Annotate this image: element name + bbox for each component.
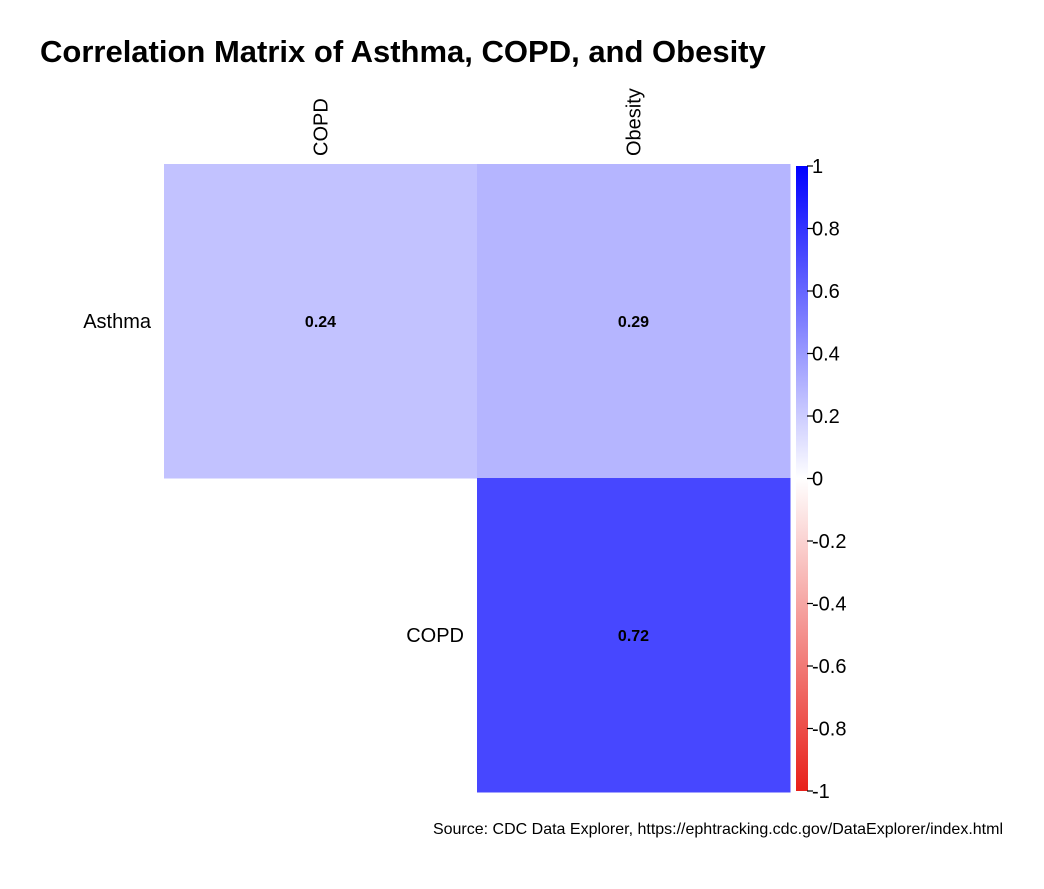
column-label-obesity: Obesity: [624, 88, 646, 156]
heatmap-cell-asthma-obesity: [477, 164, 791, 479]
row-labels: Asthma COPD: [83, 311, 464, 647]
colorbar-tick-label: 0.8: [812, 219, 840, 241]
colorbar-tick-label: 0.6: [812, 281, 840, 303]
cell-value-label: 0.24: [305, 314, 336, 331]
row-label-asthma: Asthma: [83, 311, 152, 333]
chart-caption: Source: CDC Data Explorer, https://ephtr…: [433, 821, 1003, 838]
colorbar-tick-label: -1: [812, 781, 830, 803]
colorbar-tick-label: -0.8: [812, 719, 846, 741]
colorbar-tick-label: 0.2: [812, 406, 840, 428]
cell-value-label: 0.72: [618, 628, 649, 645]
column-label-copd: COPD: [311, 98, 333, 156]
chart-title: Correlation Matrix of Asthma, COPD, and …: [40, 34, 767, 69]
cell-value-label: 0.29: [618, 314, 649, 331]
colorbar-tick-label: -0.4: [812, 594, 846, 616]
colorbar-tick-label: -0.2: [812, 531, 846, 553]
colorbar-tick-label: 1: [812, 156, 823, 178]
heatmap-cell-labels: 0.24 0.29 0.72: [305, 314, 649, 645]
heatmap-cell-asthma-copd: [164, 164, 478, 479]
column-labels: COPD Obesity: [311, 88, 646, 156]
colorbar-tick-label: 0.4: [812, 344, 840, 366]
colorbar-tick-label: 0: [812, 469, 823, 491]
colorbar-tick-label: -0.6: [812, 656, 846, 678]
row-label-copd: COPD: [406, 625, 464, 647]
colorbar: 1 0.8 0.6 0.4 0.2 0 -0.2 -0.4 -0.6 -0.8 -1: [796, 156, 846, 803]
colorbar-ticks: 1 0.8 0.6 0.4 0.2 0 -0.2 -0.4 -0.6 -0.8 -1: [807, 156, 846, 803]
colorbar-gradient: [796, 166, 808, 791]
heatmap-cell-copd-obesity: [477, 478, 791, 793]
heatmap-cells: [164, 164, 791, 793]
